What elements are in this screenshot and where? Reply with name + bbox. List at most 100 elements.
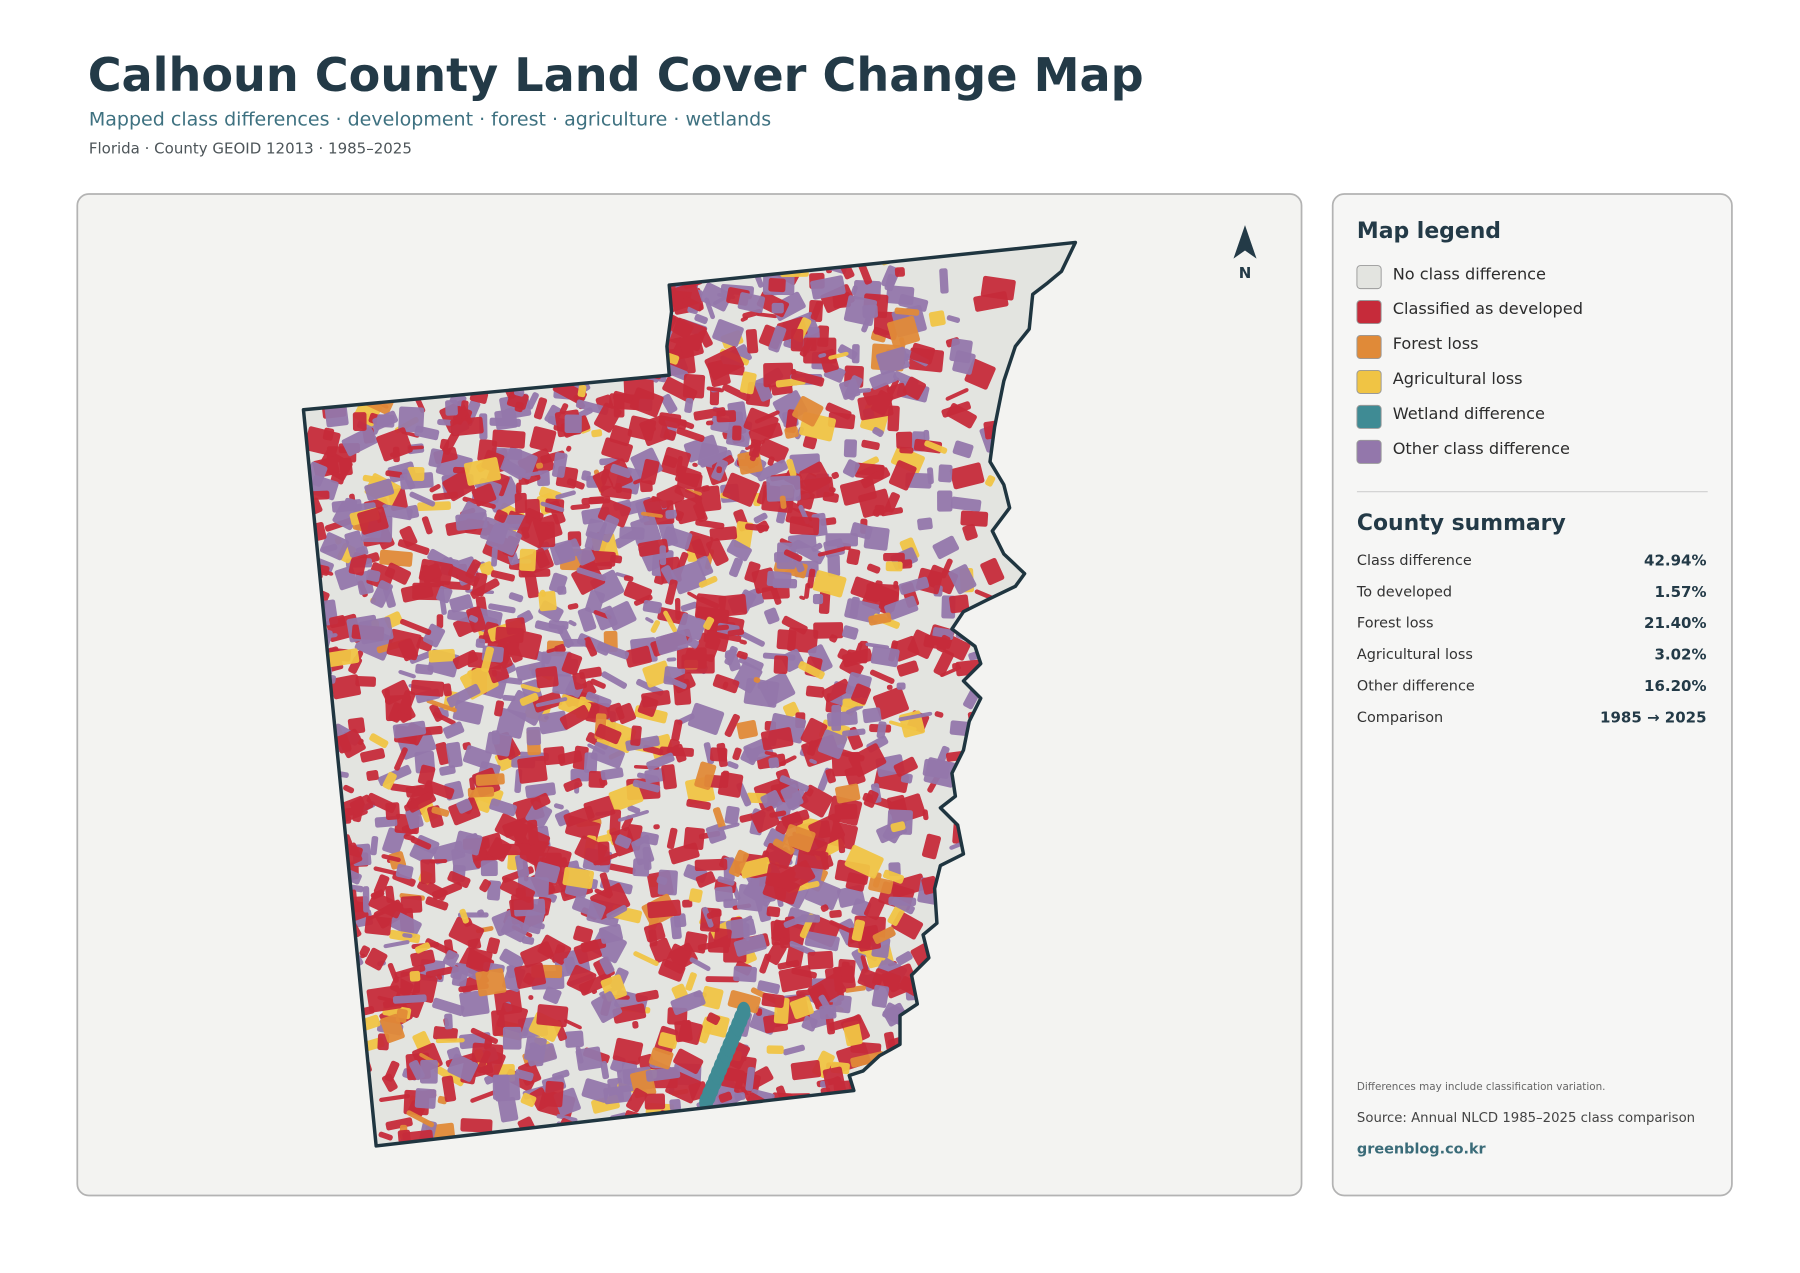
cover-patch [508, 592, 524, 603]
cover-patch [724, 713, 740, 738]
cover-patch [712, 674, 740, 694]
cover-patch [863, 789, 879, 808]
cover-patch [980, 557, 1005, 586]
cover-patch [566, 478, 585, 490]
cover-patch [843, 295, 878, 326]
cover-patch [807, 326, 820, 340]
cover-patch [705, 976, 740, 983]
cover-patch [585, 691, 612, 708]
cover-patch [922, 809, 929, 821]
cover-patch [783, 916, 804, 929]
cover-patch [548, 572, 568, 594]
cover-patch [432, 997, 465, 1017]
summary-label: Class difference [1357, 553, 1472, 569]
cover-patch [471, 483, 497, 507]
cover-patch [887, 315, 920, 348]
cover-patch [717, 876, 735, 886]
cover-patch [696, 555, 714, 577]
cover-patch [868, 876, 894, 895]
cover-patch [962, 523, 978, 541]
cover-patch [533, 397, 548, 420]
cover-patch [872, 426, 884, 438]
cover-patch [782, 701, 800, 719]
legend-label: Agricultural loss [1393, 369, 1523, 388]
cover-patch [745, 523, 769, 532]
cover-patch [369, 733, 389, 749]
cover-patch [373, 866, 400, 876]
cover-patch [894, 307, 920, 316]
cover-patch [394, 747, 408, 771]
cover-patch [952, 440, 974, 459]
cover-patch [421, 563, 442, 582]
title: Calhoun County Land Cover Change Map [88, 48, 1144, 102]
cover-patch [601, 437, 633, 463]
cover-patch [431, 881, 463, 900]
cover-patch [712, 319, 744, 348]
cover-patch [939, 268, 949, 294]
cover-patch [684, 488, 702, 496]
cover-patch [486, 937, 501, 955]
cover-patch [889, 720, 917, 731]
cover-patch [392, 720, 427, 739]
cover-patch [950, 496, 982, 512]
cover-patch [419, 1059, 438, 1084]
cover-patch [760, 790, 783, 812]
cover-patch [338, 457, 353, 476]
cover-patch [410, 679, 445, 697]
cover-patch [884, 595, 919, 621]
cover-patch [706, 538, 729, 566]
cover-patch [663, 428, 677, 441]
cover-patch [604, 600, 637, 631]
cover-patch [670, 990, 706, 1016]
cover-patch [729, 557, 743, 578]
cover-patch [783, 549, 803, 562]
cover-patch [502, 694, 516, 702]
cover-patch [653, 824, 660, 830]
cover-patch [491, 429, 526, 449]
cover-patch [431, 806, 450, 817]
cover-patch [459, 989, 490, 1017]
cover-patch [706, 910, 718, 920]
cover-patch [414, 425, 440, 441]
cover-patch [629, 387, 664, 418]
cover-patch [851, 919, 866, 942]
cover-patch [376, 427, 413, 462]
cover-patch [685, 972, 697, 991]
cover-patch [429, 703, 444, 722]
cover-patch [585, 589, 605, 615]
cover-patch [555, 490, 576, 500]
cover-patch [750, 805, 780, 833]
cover-patch [803, 337, 837, 364]
cover-patch [748, 422, 783, 444]
cover-patch [755, 459, 788, 482]
cover-patch [410, 836, 432, 850]
cover-patch [572, 895, 606, 920]
cover-patch [475, 638, 486, 649]
cover-patch [480, 860, 498, 877]
cover-patch [671, 672, 696, 694]
cover-patch [499, 948, 525, 970]
cover-patch [826, 710, 858, 727]
legend-swatch [1356, 300, 1382, 325]
cover-patch [429, 484, 441, 493]
cover-patch [648, 1047, 674, 1070]
cover-patch [863, 525, 890, 551]
cover-patch [683, 931, 708, 954]
cover-patch [621, 815, 634, 832]
cover-patch [449, 594, 474, 613]
cover-patch [445, 741, 463, 768]
cover-patch [846, 548, 861, 566]
cover-patch [441, 1075, 457, 1103]
cover-patch [407, 445, 424, 450]
cover-patch [866, 563, 881, 574]
legend-label: Classified as developed [1393, 299, 1583, 318]
cover-patch [471, 1042, 504, 1065]
cover-patch [686, 637, 700, 649]
cover-patch [563, 777, 583, 792]
cover-patch [781, 615, 808, 635]
cover-patch [907, 629, 937, 659]
cover-patch [665, 579, 678, 605]
cover-patch [812, 593, 824, 605]
cover-patch [529, 426, 557, 453]
cover-patch [450, 416, 484, 437]
